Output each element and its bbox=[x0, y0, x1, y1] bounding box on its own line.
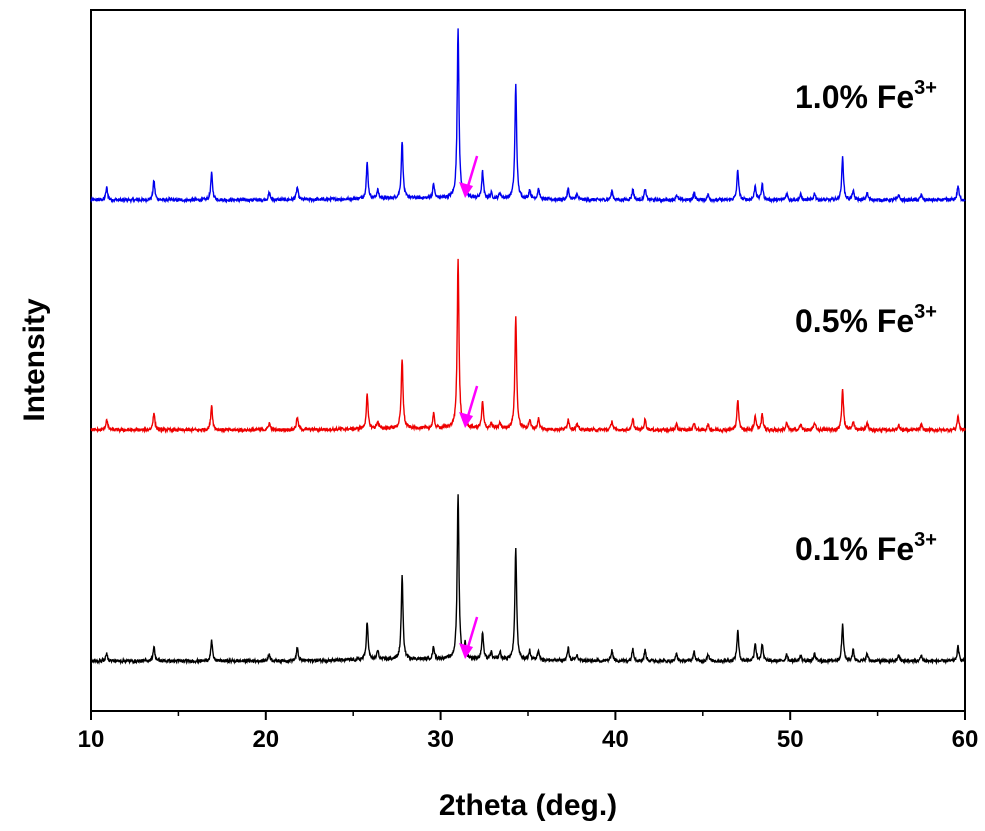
x-tick-label: 20 bbox=[252, 726, 279, 753]
series-label-main: 1.0% Fe bbox=[795, 79, 914, 115]
x-tick-label: 50 bbox=[777, 726, 804, 753]
series-label-superscript: 3+ bbox=[914, 529, 937, 551]
x-tick-label: 30 bbox=[427, 726, 454, 753]
series-label-2: 0.5% Fe3+ bbox=[795, 301, 937, 339]
series-layer bbox=[90, 28, 966, 666]
series-label-3: 0.1% Fe3+ bbox=[795, 529, 937, 567]
plot-area bbox=[90, 9, 966, 712]
x-tick-label: 10 bbox=[78, 726, 105, 753]
arrow-layer bbox=[459, 155, 479, 659]
series-label-1: 1.0% Fe3+ bbox=[795, 77, 937, 115]
x-tick-label: 40 bbox=[602, 726, 629, 753]
plot-frame bbox=[90, 9, 966, 712]
x-axis-title: 2theta (deg.) bbox=[439, 789, 617, 822]
series-label-main: 0.1% Fe bbox=[795, 531, 914, 567]
x-tick-label: 60 bbox=[952, 726, 979, 753]
series-label-superscript: 3+ bbox=[914, 301, 937, 323]
label-layer: 1.0% Fe3+0.5% Fe3+0.1% Fe3+ bbox=[795, 77, 937, 567]
series-label-superscript: 3+ bbox=[914, 77, 937, 99]
y-axis-title: Intensity bbox=[18, 298, 51, 422]
peak-arrow-2 bbox=[459, 385, 479, 428]
series-line-1 bbox=[90, 28, 966, 205]
series-label-main: 0.5% Fe bbox=[795, 303, 914, 339]
series-line-2 bbox=[90, 258, 966, 435]
x-axis: 10 20 30 40 50 60 bbox=[78, 711, 979, 753]
series-line-3 bbox=[90, 494, 966, 666]
peak-arrow-3 bbox=[459, 616, 479, 659]
peak-arrow-1 bbox=[459, 155, 479, 198]
